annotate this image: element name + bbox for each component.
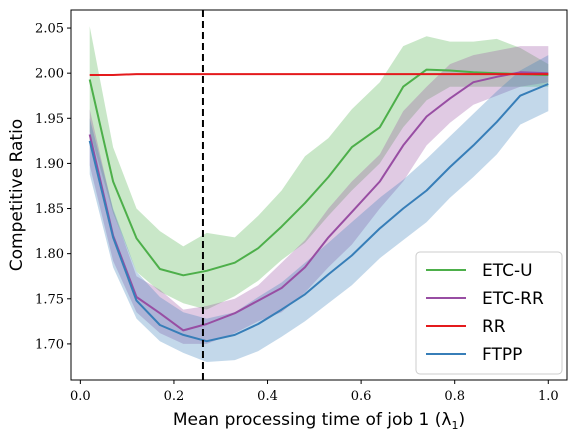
- axes: 0.0 0.2 0.4 0.6 0.8 1.0 1.70 1.75 1.80 1.85 1.90 1.…: [35, 22, 559, 404]
- ftpp-line: [88, 83, 549, 343]
- confidence-bands: [89, 26, 549, 362]
- etc-rr-line: [88, 71, 549, 332]
- y-tick-label: 1.90: [35, 157, 64, 172]
- rr-line: [89, 73, 549, 76]
- plot-frame: [70, 9, 568, 381]
- x-tick-label: 0.2: [164, 389, 185, 404]
- legend-box: [415, 251, 563, 375]
- legend-label-etc-rr: ETC-RR: [482, 289, 544, 309]
- x-axis-label: Mean processing time of job 1 (λ1): [173, 410, 465, 432]
- y-axis-label: Competitive Ratio: [7, 119, 27, 271]
- y-tick-label: 1.85: [35, 202, 64, 217]
- y-tick-label: 1.80: [35, 247, 64, 262]
- etc-u-band: [89, 26, 549, 310]
- x-tick-label: 0.4: [257, 389, 278, 404]
- x-tick-label: 1.0: [538, 389, 559, 404]
- legend-label-ftpp: FTPP: [482, 345, 522, 365]
- x-tick-label: 0.0: [70, 389, 91, 404]
- x-tick-label: 0.8: [444, 389, 465, 404]
- legend-label-etc-u: ETC-U: [482, 261, 533, 281]
- y-tick-label: 1.75: [35, 292, 64, 307]
- ftpp-band: [89, 55, 549, 362]
- etc-u-line: [88, 68, 549, 277]
- y-tick-label: 2.05: [35, 22, 64, 37]
- legend: ETC-U ETC-RR RR FTPP: [415, 251, 563, 375]
- y-tick-label: 1.95: [35, 112, 64, 127]
- y-tick-label: 1.70: [35, 337, 64, 352]
- x-tick-label: 0.6: [351, 389, 372, 404]
- series-lines: [88, 68, 549, 343]
- y-tick-label: 2.00: [35, 67, 64, 82]
- etc-rr-band: [89, 46, 549, 344]
- legend-label-rr: RR: [482, 317, 506, 337]
